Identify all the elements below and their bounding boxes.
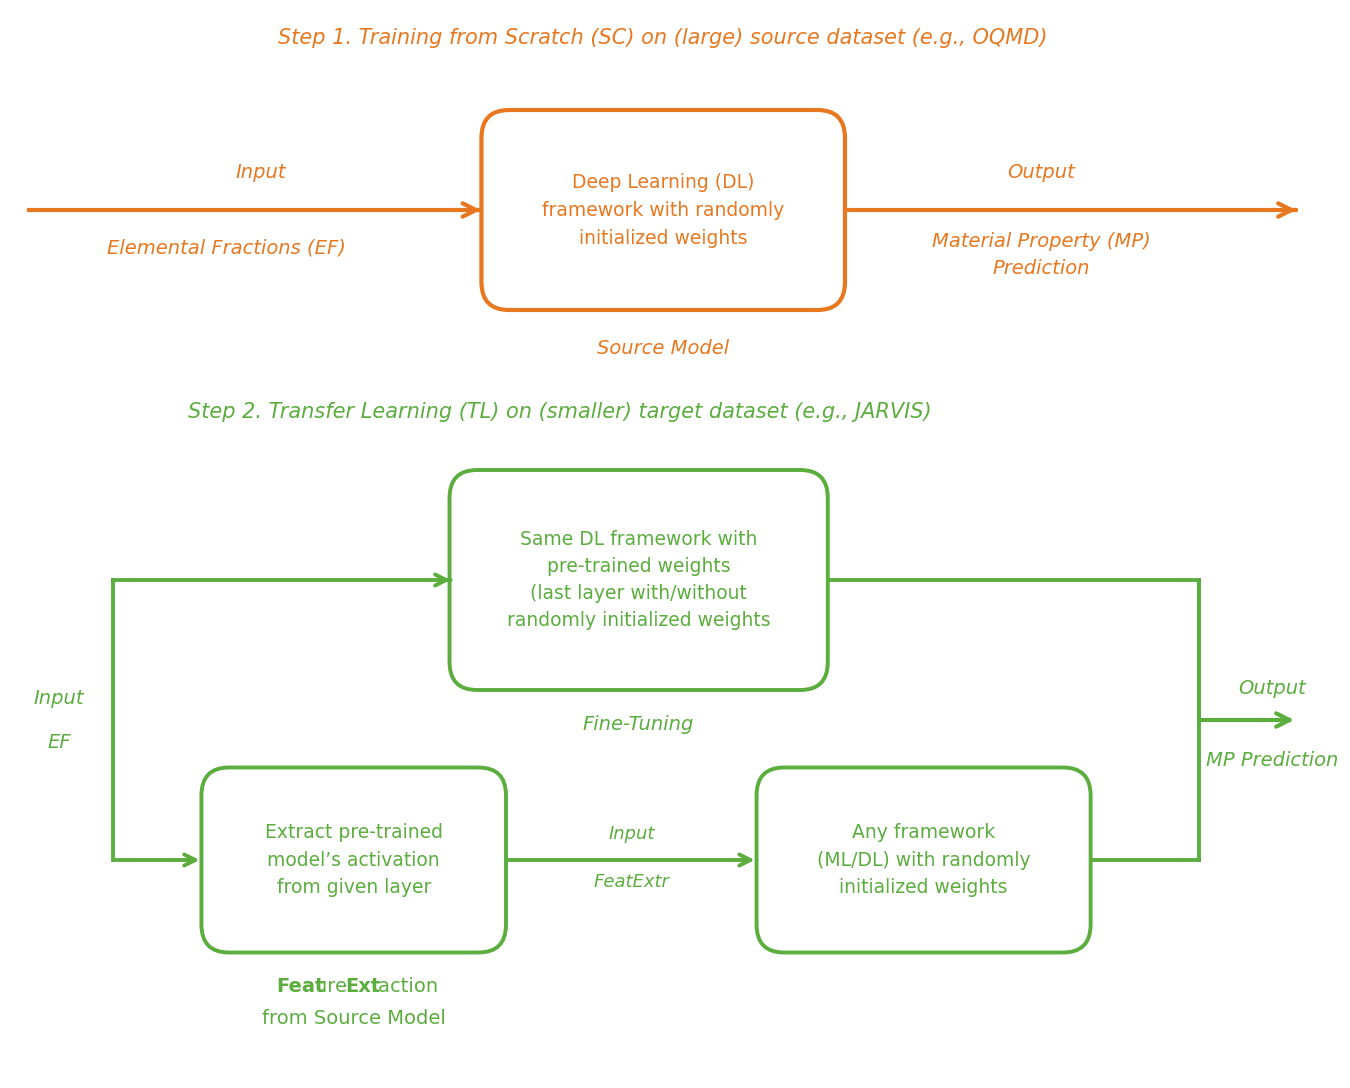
Text: Source Model: Source Model — [597, 338, 729, 358]
FancyBboxPatch shape — [756, 767, 1091, 952]
Text: Step 1. Training from Scratch (SC) on (large) source dataset (e.g., OQMD): Step 1. Training from Scratch (SC) on (l… — [278, 28, 1048, 48]
Text: Output: Output — [1238, 679, 1307, 697]
Text: Any framework
(ML/DL) with randomly
initialized weights: Any framework (ML/DL) with randomly init… — [817, 824, 1030, 897]
Text: Extract pre-trained
model’s activation
from given layer: Extract pre-trained model’s activation f… — [265, 824, 443, 897]
Text: Ext: Ext — [346, 977, 381, 996]
Text: Elemental Fractions (EF): Elemental Fractions (EF) — [107, 238, 346, 258]
Text: Step 2. Transfer Learning (TL) on (smaller) target dataset (e.g., JARVIS): Step 2. Transfer Learning (TL) on (small… — [188, 401, 931, 422]
FancyBboxPatch shape — [201, 767, 506, 952]
Text: Material Property (MP)
Prediction: Material Property (MP) Prediction — [931, 232, 1150, 277]
FancyBboxPatch shape — [450, 470, 828, 690]
Text: Input: Input — [608, 825, 655, 843]
Text: raction: raction — [371, 977, 439, 996]
Text: Same DL framework with
pre-trained weights
(last layer with/without
randomly ini: Same DL framework with pre-trained weigh… — [506, 530, 771, 630]
Text: Fine-Tuning: Fine-Tuning — [583, 716, 694, 734]
Text: Output: Output — [1007, 162, 1076, 182]
Text: FeatExtr: FeatExtr — [594, 873, 670, 891]
Text: from Source Model: from Source Model — [262, 1009, 446, 1028]
Text: Feat: Feat — [275, 977, 324, 996]
Text: Input: Input — [235, 162, 286, 182]
Text: ure: ure — [315, 977, 354, 996]
FancyBboxPatch shape — [482, 110, 845, 310]
Text: Deep Learning (DL)
framework with randomly
initialized weights: Deep Learning (DL) framework with random… — [543, 173, 784, 247]
Text: MP Prediction: MP Prediction — [1206, 751, 1339, 769]
Text: Feature Extraction: Feature Extraction — [265, 977, 443, 996]
Text: EF: EF — [47, 732, 70, 752]
Text: Input: Input — [34, 689, 84, 707]
